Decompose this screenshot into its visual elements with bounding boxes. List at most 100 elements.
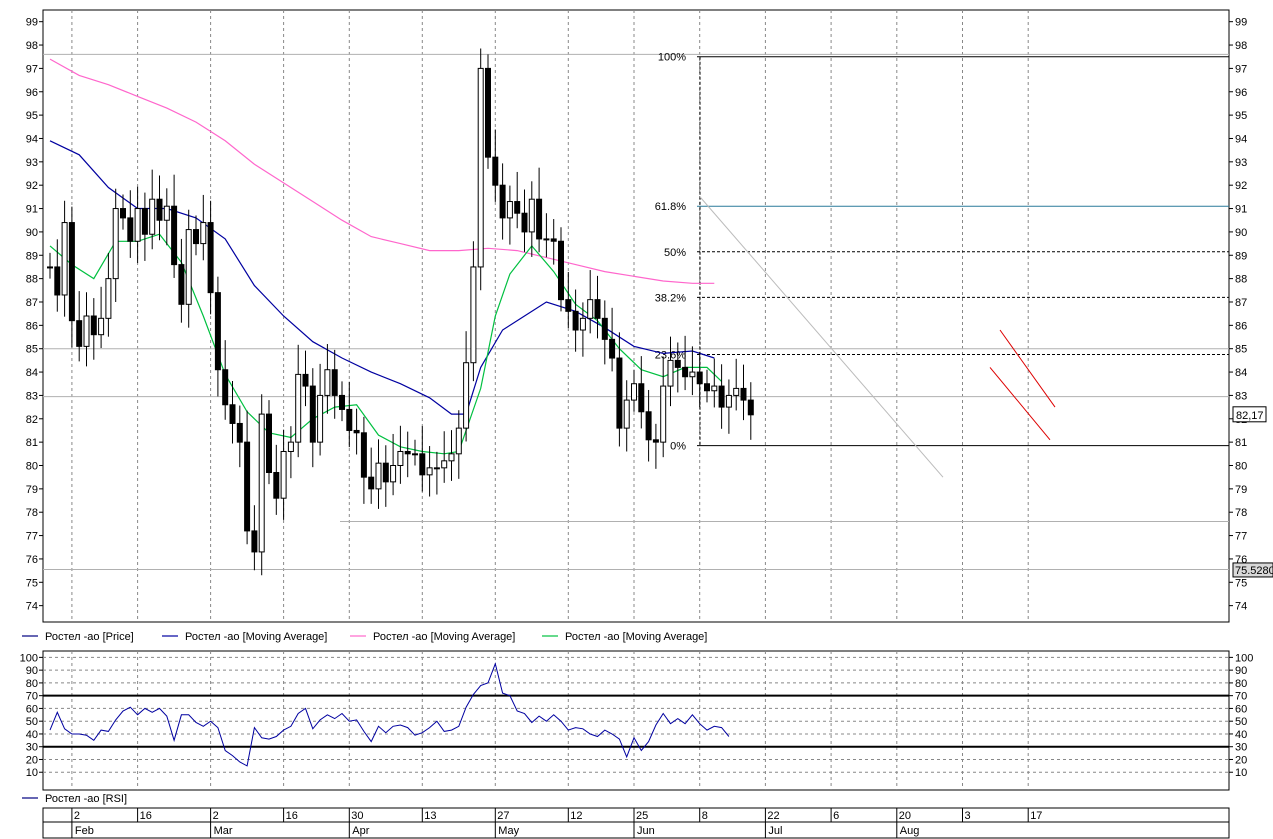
fib-label: 50% [664, 247, 686, 259]
rsi-tick-label-left: 60 [26, 703, 38, 715]
date-tick-label: 16 [140, 810, 152, 822]
candle-body [550, 238, 557, 242]
rsi-tick-label-right: 100 [1235, 652, 1253, 664]
rsi-tick-label-right: 80 [1235, 678, 1247, 690]
moving-average-line [49, 58, 715, 284]
candle-body [171, 205, 178, 266]
candle-body [404, 450, 411, 455]
price-tick-label-right: 94 [1235, 133, 1247, 145]
trend-lines [699, 196, 1056, 478]
candle-body [521, 212, 528, 233]
price-axis: 7474757576767777787879798080818182828383… [26, 17, 1248, 613]
month-label: May [498, 825, 519, 837]
date-tick-label: 20 [899, 810, 911, 822]
candle-body [397, 450, 404, 466]
candle-body [375, 462, 382, 490]
rsi-panel [42, 650, 1230, 791]
candle-body [601, 317, 608, 340]
candle-body [382, 462, 389, 483]
price-tick-label-left: 83 [26, 390, 38, 402]
candle-body [360, 432, 367, 478]
rsi-tick-label-right: 60 [1235, 703, 1247, 715]
candle-body [652, 439, 659, 443]
candle-body [689, 371, 696, 378]
month-label: Jul [768, 825, 782, 837]
candle-body [733, 387, 740, 396]
price-tick-label-left: 74 [26, 601, 38, 613]
rsi-legend-label: Ростел -ао [RSI] [45, 793, 127, 805]
candle-body [287, 441, 294, 452]
candle-body [229, 404, 236, 424]
trend-line-red-upper [999, 329, 1056, 408]
date-tick-label: 3 [965, 810, 971, 822]
price-tick-label-left: 96 [26, 87, 38, 99]
candle-body [747, 399, 754, 416]
price-tick-label-right: 89 [1235, 250, 1247, 262]
candle-body [463, 362, 470, 429]
candle-body [90, 315, 97, 336]
price-tick-label-right: 83 [1235, 390, 1247, 402]
price-tick-label-right: 86 [1235, 320, 1247, 332]
candle-body [455, 427, 462, 455]
candle-body [141, 208, 148, 235]
fib-label: 100% [658, 52, 686, 64]
low-price-label: 75.5280 [1235, 565, 1273, 577]
rsi-tick-label-right: 90 [1235, 665, 1247, 677]
candle-body [134, 208, 141, 242]
candle-body [492, 156, 499, 186]
rsi-tick-label-left: 10 [26, 767, 38, 779]
price-tick-label-left: 76 [26, 554, 38, 566]
date-tick-label: 16 [286, 810, 298, 822]
candle-body [120, 208, 126, 219]
price-tick-label-right: 75 [1235, 577, 1247, 589]
legend-label: Ростел -ао [Price] [45, 631, 134, 643]
candle-body [200, 222, 207, 245]
rsi-tick-label-right: 40 [1235, 729, 1247, 741]
price-tick-label-right: 95 [1235, 110, 1247, 122]
candle-body [594, 299, 601, 319]
candle-body [193, 229, 199, 245]
candle-body [83, 315, 90, 347]
price-tick-label-left: 94 [26, 133, 38, 145]
candle-body [251, 530, 258, 553]
last-price-flag [1232, 406, 1267, 423]
price-tick-label-left: 91 [26, 204, 38, 216]
candle-body [258, 413, 265, 553]
candle-body [236, 422, 243, 443]
price-tick-label-left: 88 [26, 274, 38, 286]
price-tick-label-left: 87 [26, 297, 38, 309]
candle-body [339, 394, 345, 410]
candle-body [214, 292, 221, 371]
candle-body [317, 394, 324, 443]
price-tick-label-left: 93 [26, 157, 38, 169]
candle-body [54, 266, 61, 296]
rsi-tick-label-right: 30 [1235, 742, 1247, 754]
date-axis: 2 16 2 16 30 13 27 12 25 8 22 6 20 3 17 Feb Mar Apr May Jun… [42, 807, 1230, 839]
rsi-legend: Ростел -ао [RSI] [22, 793, 127, 805]
candle-body [638, 383, 645, 413]
month-label: Feb [75, 825, 94, 837]
price-tick-label-right: 81 [1235, 437, 1247, 449]
price-tick-label-left: 89 [26, 250, 38, 262]
legend: Ростел -ао [Price] Ростел -ао [Moving Ave… [22, 631, 707, 643]
candle-body [185, 229, 192, 305]
candle-body [704, 383, 710, 392]
price-tick-label-left: 79 [26, 484, 38, 496]
price-tick-label-right: 93 [1235, 157, 1247, 169]
candle-body [514, 201, 521, 214]
month-label: Mar [214, 825, 233, 837]
price-tick-label-right: 92 [1235, 180, 1247, 192]
price-tick-label-left: 84 [26, 367, 38, 379]
candle-body [485, 67, 491, 158]
candle-body [68, 222, 75, 322]
price-tick-label-right: 84 [1235, 367, 1247, 379]
date-tick-label: 22 [767, 810, 779, 822]
date-tick-label: 12 [570, 810, 582, 822]
candle-body [280, 450, 287, 499]
date-tick-label: 2 [74, 810, 80, 822]
candle-body [273, 472, 280, 499]
candle-body [412, 453, 418, 456]
date-tick-label: 25 [636, 810, 648, 822]
candle-body [244, 441, 251, 532]
